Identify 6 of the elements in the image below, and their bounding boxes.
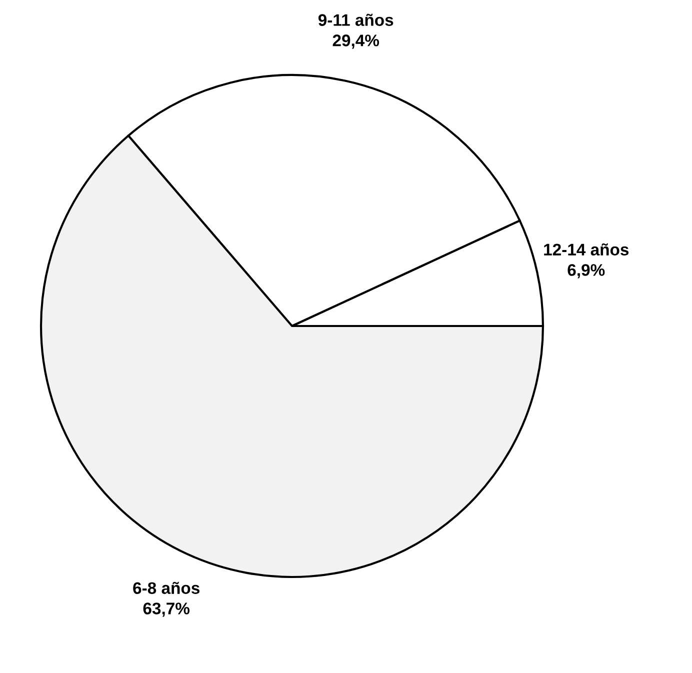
data-label: 29,4%	[332, 34, 380, 49]
slice-label: 12-14 años	[544, 243, 629, 256]
data-label: 63,7%	[143, 602, 190, 617]
data-label: 6,9%	[568, 264, 605, 278]
slice-label: 9-11 años	[318, 14, 394, 26]
slice-label: 6-8 años	[133, 582, 200, 594]
